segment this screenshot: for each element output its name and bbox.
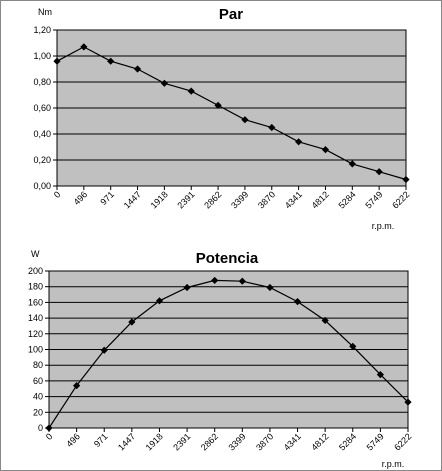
data-point [211, 276, 219, 285]
y-tick-label: 0,20 [33, 155, 51, 165]
y-tick-label: 1,00 [33, 51, 51, 61]
x-tick-label: 1918 [149, 189, 170, 210]
x-tick-label: 0 [52, 189, 63, 200]
data-point [53, 57, 61, 65]
x-tick-label: 5284 [336, 189, 357, 210]
x-tick-label: 496 [64, 431, 82, 449]
x-tick-label: 5749 [365, 431, 386, 452]
chart-title: Potencia [196, 250, 259, 267]
y-axis-unit: W [31, 249, 40, 259]
y-tick-label: 0,80 [33, 77, 51, 87]
data-point [321, 316, 329, 325]
x-tick-label: 971 [98, 189, 116, 207]
data-point [107, 57, 115, 65]
data-point [295, 138, 303, 146]
data-point [402, 175, 410, 184]
y-tick-label: 0,40 [33, 129, 51, 139]
x-axis-unit: r.p.m. [382, 459, 405, 469]
x-tick-label: 0 [44, 431, 55, 442]
x-tick-label: 1447 [116, 431, 137, 452]
data-point [133, 65, 142, 73]
x-tick-label: 4812 [310, 189, 331, 210]
chart-potencia: Potencia W r.p.m. 0 20 40 60 80 100 120 140 160 1… [28, 249, 413, 469]
x-tick-label: 5284 [337, 431, 358, 452]
y-tick-label: 100 [28, 345, 43, 355]
data-point [80, 43, 88, 51]
y-tick-label: 160 [28, 297, 43, 307]
x-tick-label: 5749 [363, 189, 384, 210]
series-line [56, 46, 407, 181]
data-point [293, 298, 302, 306]
x-tick-label: 1447 [122, 189, 143, 210]
chart-title: Par [219, 6, 243, 23]
y-tick-label: 1,20 [33, 25, 51, 35]
y-tick-label: 120 [28, 329, 43, 339]
y-tick-label: 0,60 [33, 103, 51, 113]
chart-par: Par Nm r.p.m. 0,00 0,20 0,40 0,60 0,80 1,00 1,… [33, 6, 411, 231]
y-tick-label: 180 [28, 282, 43, 292]
data-point [376, 371, 384, 379]
x-tick-label: 4341 [282, 431, 303, 452]
data-point [73, 382, 81, 390]
data-point [375, 168, 383, 176]
data-point [187, 87, 195, 95]
x-axis-unit: r.p.m. [372, 221, 395, 231]
data-point [100, 346, 108, 354]
data-point [268, 123, 276, 132]
data-point [45, 424, 53, 432]
data-point [404, 398, 412, 406]
x-tick-label: 2862 [202, 189, 223, 210]
series-line [48, 279, 409, 429]
x-tick-label: 3399 [226, 431, 247, 452]
data-point [128, 318, 136, 326]
x-tick-label: 496 [72, 189, 90, 207]
y-tick-label: 40 [33, 392, 43, 402]
data-point [238, 277, 246, 285]
data-point [349, 342, 357, 350]
data-point [155, 297, 164, 305]
y-tick-label: 60 [33, 376, 43, 386]
data-point [348, 160, 356, 168]
y-axis-unit: Nm [38, 7, 52, 17]
y-tick-label: 200 [28, 266, 43, 276]
y-tick-label: 0,00 [33, 181, 51, 191]
y-tick-label: 20 [33, 407, 43, 417]
x-tick-label: 2391 [171, 431, 192, 452]
x-tick-label: 1918 [144, 431, 165, 452]
data-point [183, 283, 191, 292]
y-tick-label: 0 [38, 423, 43, 433]
x-tick-label: 6222 [390, 189, 411, 210]
y-tick-label: 140 [28, 313, 43, 323]
data-point [214, 101, 222, 109]
x-tick-label: 2391 [175, 189, 196, 210]
data-point [160, 79, 168, 87]
x-tick-label: 4341 [283, 189, 304, 210]
x-tick-label: 3870 [254, 431, 275, 452]
x-tick-label: 6222 [392, 431, 413, 452]
y-tick-label: 80 [33, 360, 43, 370]
x-tick-label: 3870 [256, 189, 277, 210]
data-point [266, 283, 274, 292]
x-tick-label: 3399 [229, 189, 250, 210]
x-tick-label: 2862 [199, 431, 220, 452]
x-tick-label: 4812 [309, 431, 330, 452]
x-tick-label: 971 [92, 431, 110, 449]
data-point [241, 116, 249, 124]
data-point [321, 146, 330, 154]
